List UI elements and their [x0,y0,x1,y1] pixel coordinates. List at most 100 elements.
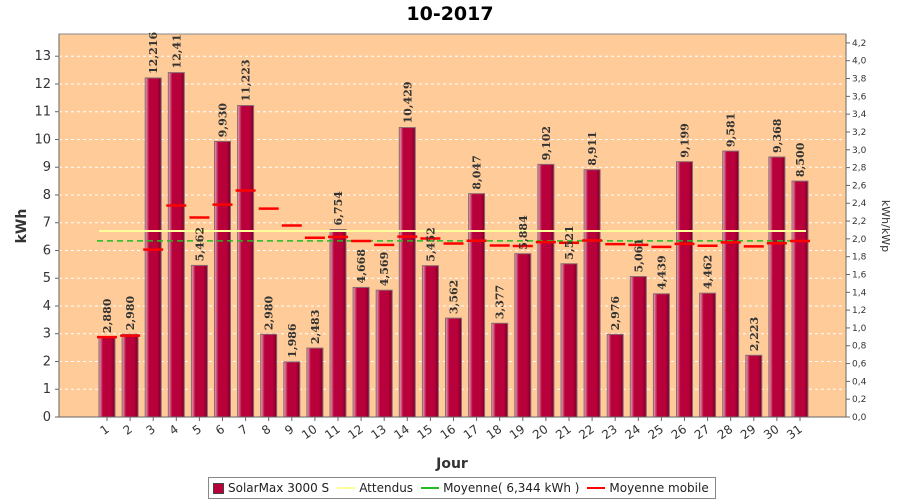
bar [329,229,347,418]
bar [468,193,486,418]
bar [699,292,717,418]
data-label: 1,986 [286,323,299,358]
data-label: 9,581 [725,113,738,147]
legend-swatch-production [213,482,224,494]
y-tick-label: 11 [34,105,51,120]
bar [768,156,786,418]
y-tick-label: 4 [43,299,51,314]
x-tick-label: 14 [391,422,412,442]
bar [237,105,255,418]
y-tick-label: 13 [34,49,51,64]
bar [791,180,809,418]
x-tick-label: 30 [761,422,782,442]
data-label: 8,911 [586,131,599,165]
data-label: 6,754 [332,191,345,226]
legend-label-production: SolarMax 3000 S [228,481,330,495]
x-tick-label: 17 [461,422,482,442]
x-tick-label: 9 [282,422,296,438]
y2-tick-label: 3,2 [852,128,866,138]
y2-tick-label: 0,4 [852,377,867,387]
x-axis-label: Jour [435,456,468,472]
x-tick-label: 16 [438,422,459,442]
y2-tick-label: 0,0 [852,413,867,423]
bar [652,293,670,418]
y-tick-label: 5 [43,271,51,286]
y2-tick-label: 1,4 [852,288,867,298]
data-label: 5,462 [193,227,206,261]
bar [214,140,231,418]
y2-tick-label: 2,4 [852,199,867,209]
bar [491,322,509,418]
y2-tick-label: 2,2 [852,217,866,227]
data-label: 5,884 [517,215,530,250]
x-tick-label: 1 [97,422,111,438]
y2-tick-label: 3,6 [852,92,867,102]
x-tick-label: 25 [646,422,667,442]
legend-item-mobile: Moyenne mobile [587,481,709,495]
data-label: 2,223 [748,317,761,351]
data-label: 2,980 [124,296,137,331]
data-label: 5,521 [563,225,576,259]
y2-tick-label: 0,2 [852,395,866,405]
data-label: 9,199 [679,123,692,157]
bar [190,264,208,418]
legend-swatch-moyenne [421,487,440,489]
y2-tick-label: 3,8 [852,75,867,85]
x-tick-label: 12 [345,422,366,442]
data-label: 2,976 [609,296,622,331]
bar [606,333,624,418]
y2-tick-label: 3,4 [852,110,867,120]
data-label: 11,223 [240,59,253,101]
y2-tick-label: 0,8 [852,342,867,352]
data-labels: 2,880 2,980 12,216 12,41 5,462 9,930 11,223 2,9… [101,32,807,358]
x-tick-label: 6 [213,422,227,438]
x-tick-label: 8 [259,422,273,438]
x-tick-label: 20 [530,422,551,442]
data-label: 2,880 [101,298,114,333]
y2-axis-label: kWh/kWp [879,200,892,252]
y-tick-label: 3 [43,327,51,342]
bar [583,169,601,418]
series-lines [97,189,810,339]
bar [283,361,301,418]
bar [375,289,393,418]
y2-tick-label: 3,0 [852,146,867,156]
data-label: 8,500 [794,142,807,177]
y2-tick-label: 1,6 [852,270,867,280]
data-label: 9,368 [771,118,784,153]
x-tick-label: 23 [599,422,620,442]
bar [514,253,532,418]
data-label: 8,047 [471,155,484,189]
legend-label-mobile: Moyenne mobile [609,481,709,495]
x-tick-label: 24 [622,422,643,442]
bar [306,347,324,418]
x-tick-label: 3 [144,422,158,438]
bar [98,336,116,418]
x-tick-label: 29 [738,422,759,442]
x-tick-label: 2 [121,422,135,438]
x-tick-label: 19 [507,422,528,442]
legend-label-attendus: Attendus [359,481,414,495]
legend-item-moyenne: Moyenne( 6,344 kWh ) [421,481,579,495]
data-label: 5,452 [424,227,437,261]
x-tick-label: 18 [484,422,505,442]
x-tick-label: 27 [692,422,713,442]
bar [260,333,278,418]
data-label: 4,569 [378,252,391,286]
data-label: 12,216 [147,32,160,74]
bar [722,150,740,418]
y-tick-label: 1 [43,382,51,397]
y-tick-label: 7 [43,216,51,231]
y-tick-label: 8 [43,188,51,203]
y2-tick-label: 4,2 [852,39,866,49]
y-tick-label: 12 [34,77,51,92]
data-label: 4,462 [702,255,715,289]
y2-tick-label: 0,6 [852,360,867,370]
bar [167,72,185,418]
bar [121,333,139,418]
data-label: 3,377 [494,285,507,319]
y2-tick-label: 1,0 [852,324,867,334]
y-tick-label: 0 [43,410,51,425]
bar [398,127,416,418]
